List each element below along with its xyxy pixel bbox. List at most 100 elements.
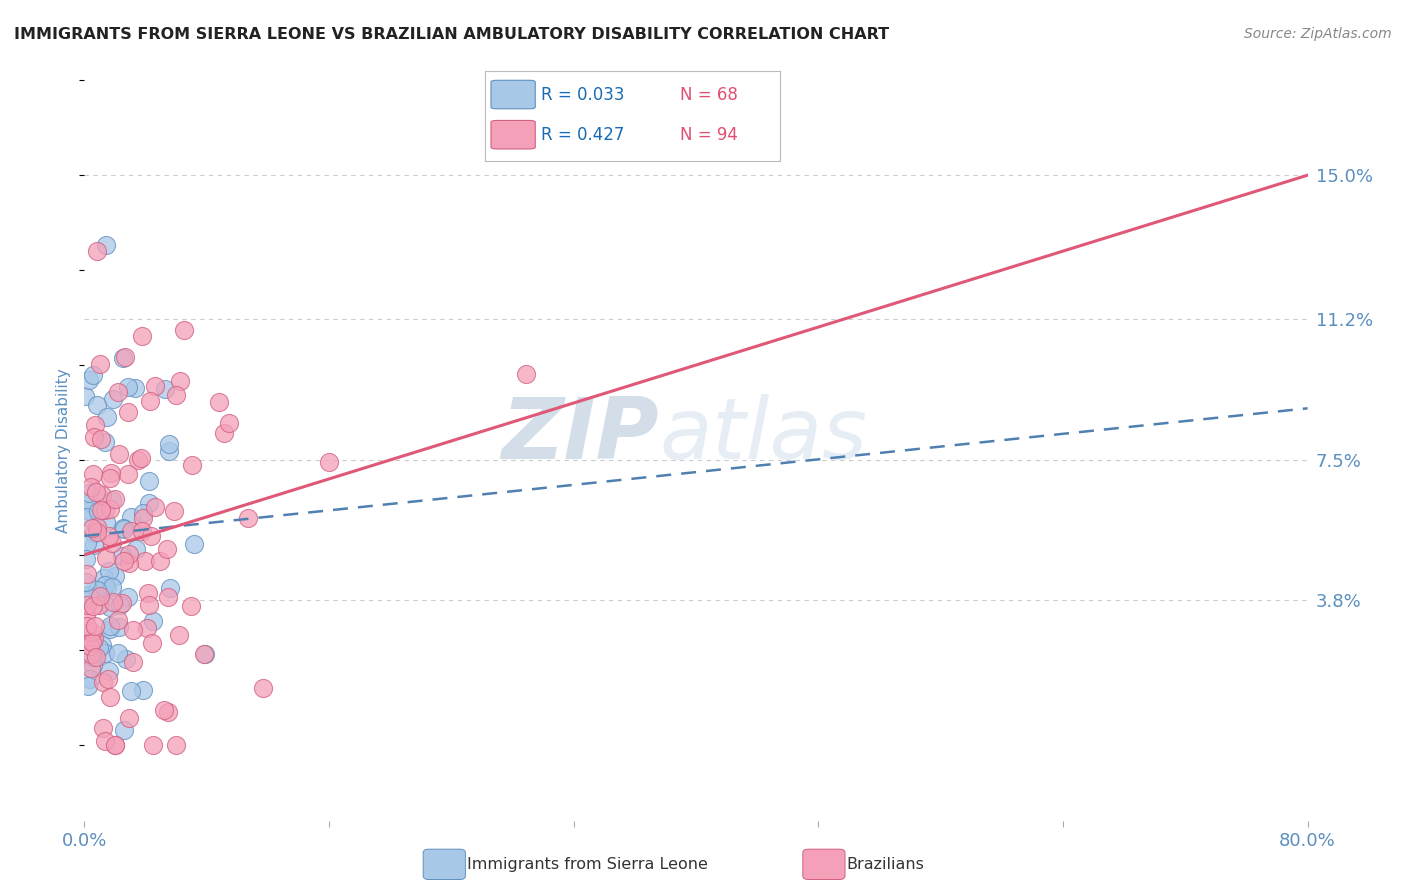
Point bbox=[107, 647, 129, 661]
Point bbox=[98, 619, 121, 633]
Point bbox=[86, 398, 108, 412]
Point bbox=[83, 538, 105, 552]
Point bbox=[118, 547, 141, 561]
Point bbox=[98, 600, 121, 615]
Text: Immigrants from Sierra Leone: Immigrants from Sierra Leone bbox=[467, 857, 707, 871]
Point bbox=[163, 503, 186, 517]
Point bbox=[153, 703, 176, 717]
Point bbox=[80, 661, 103, 675]
Point bbox=[131, 329, 153, 343]
Point bbox=[114, 351, 136, 365]
Point bbox=[77, 504, 100, 518]
Point bbox=[73, 389, 96, 403]
Point bbox=[157, 706, 180, 720]
Point bbox=[87, 640, 110, 655]
Point bbox=[94, 550, 117, 565]
Point bbox=[83, 619, 105, 633]
Point bbox=[139, 394, 162, 409]
Text: N = 68: N = 68 bbox=[681, 86, 738, 103]
Point bbox=[124, 542, 146, 557]
Text: IMMIGRANTS FROM SIERRA LEONE VS BRAZILIAN AMBULATORY DISABILITY CORRELATION CHAR: IMMIGRANTS FROM SIERRA LEONE VS BRAZILIA… bbox=[14, 27, 889, 42]
Point bbox=[143, 379, 166, 393]
Point bbox=[238, 510, 260, 524]
Text: atlas: atlas bbox=[659, 394, 868, 477]
Point bbox=[100, 580, 122, 594]
Point bbox=[122, 623, 145, 637]
Point bbox=[115, 651, 138, 665]
Point bbox=[91, 584, 114, 599]
Point bbox=[212, 425, 235, 440]
Point bbox=[82, 649, 104, 664]
Point bbox=[84, 649, 107, 664]
Point bbox=[100, 492, 122, 507]
Point bbox=[138, 496, 160, 510]
Point bbox=[93, 646, 115, 660]
Point bbox=[169, 628, 191, 642]
Point bbox=[79, 494, 101, 508]
Point bbox=[82, 657, 104, 672]
Point bbox=[138, 599, 160, 613]
Text: R = 0.033: R = 0.033 bbox=[541, 86, 624, 103]
Point bbox=[94, 435, 117, 450]
Point bbox=[83, 418, 105, 433]
Point bbox=[79, 672, 101, 686]
Point bbox=[193, 647, 215, 661]
Text: Brazilians: Brazilians bbox=[846, 857, 924, 871]
Point bbox=[153, 382, 176, 396]
Point bbox=[89, 357, 111, 371]
Text: N = 94: N = 94 bbox=[681, 126, 738, 144]
Point bbox=[159, 581, 181, 595]
Point bbox=[90, 503, 112, 517]
Point bbox=[129, 450, 152, 465]
Point bbox=[112, 554, 135, 568]
Point bbox=[180, 599, 202, 613]
Point bbox=[98, 690, 121, 704]
Point bbox=[117, 404, 139, 418]
Point bbox=[76, 619, 98, 633]
Point bbox=[86, 520, 108, 534]
Point bbox=[89, 589, 111, 603]
Point bbox=[194, 647, 217, 661]
Point bbox=[173, 323, 195, 337]
Point bbox=[91, 638, 114, 652]
Y-axis label: Ambulatory Disability: Ambulatory Disability bbox=[56, 368, 72, 533]
Point bbox=[77, 485, 100, 500]
Point bbox=[104, 738, 127, 752]
Point bbox=[75, 510, 97, 524]
Point bbox=[93, 571, 115, 585]
Point bbox=[132, 506, 155, 520]
Point bbox=[117, 380, 139, 394]
Point bbox=[208, 395, 231, 409]
Point bbox=[124, 381, 146, 395]
Point bbox=[101, 392, 124, 407]
Point bbox=[76, 598, 98, 612]
Point bbox=[76, 566, 98, 581]
Point bbox=[111, 521, 134, 535]
Point bbox=[75, 633, 97, 648]
Point bbox=[86, 485, 108, 500]
Point bbox=[83, 430, 105, 444]
Point bbox=[183, 536, 205, 550]
Point bbox=[142, 614, 165, 628]
Point bbox=[80, 624, 103, 639]
Point bbox=[77, 373, 100, 387]
Point bbox=[93, 577, 115, 591]
Point bbox=[107, 447, 129, 461]
Point bbox=[94, 734, 117, 748]
Point bbox=[82, 368, 104, 382]
Point bbox=[165, 388, 187, 402]
Point bbox=[94, 515, 117, 529]
Point bbox=[104, 738, 127, 752]
Point bbox=[96, 581, 118, 595]
Text: Source: ZipAtlas.com: Source: ZipAtlas.com bbox=[1244, 27, 1392, 41]
Point bbox=[80, 480, 103, 494]
Point bbox=[98, 664, 121, 678]
Point bbox=[108, 620, 131, 634]
Point bbox=[75, 574, 97, 589]
Point bbox=[120, 684, 142, 698]
Point bbox=[76, 536, 98, 550]
Point bbox=[100, 470, 122, 484]
Point bbox=[90, 432, 112, 446]
Point bbox=[86, 244, 108, 258]
Point bbox=[180, 458, 202, 472]
